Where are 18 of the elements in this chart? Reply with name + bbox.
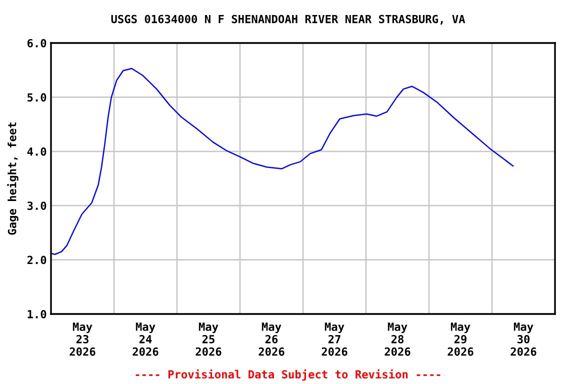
y-tick-label: 2.0 — [27, 256, 46, 264]
chart-title: USGS 01634000 N F SHENANDOAH RIVER NEAR STRASBURG, VA — [111, 14, 466, 25]
y-tick-label: 5.0 — [28, 93, 46, 102]
line-series — [51, 68, 514, 256]
x-tick-label: May 30 2026 — [510, 322, 536, 356]
x-tick-label: May 23 2026 — [70, 322, 96, 356]
y-tick-label: 4.0 — [27, 147, 46, 156]
y-axis-title: Gage height, feet — [7, 122, 18, 235]
text: ---- Provisional Data Subject to Revision ---- — [136, 369, 440, 381]
x-tick-label: May 26 2026 — [258, 322, 284, 356]
x-tick-label: May 25 2026 — [196, 322, 222, 356]
x-tick-label: May 27 2026 — [322, 322, 348, 356]
x-tick-label: May 24 2026 — [132, 322, 158, 356]
x-tick-label: May 29 2026 — [448, 322, 474, 356]
x-tick-label: May 28 2026 — [384, 322, 410, 356]
y-tick-label: 3.0 — [27, 202, 46, 210]
y-tick-label: 6.0 — [27, 38, 46, 48]
y-tick-label: 1.0 — [28, 310, 46, 318]
